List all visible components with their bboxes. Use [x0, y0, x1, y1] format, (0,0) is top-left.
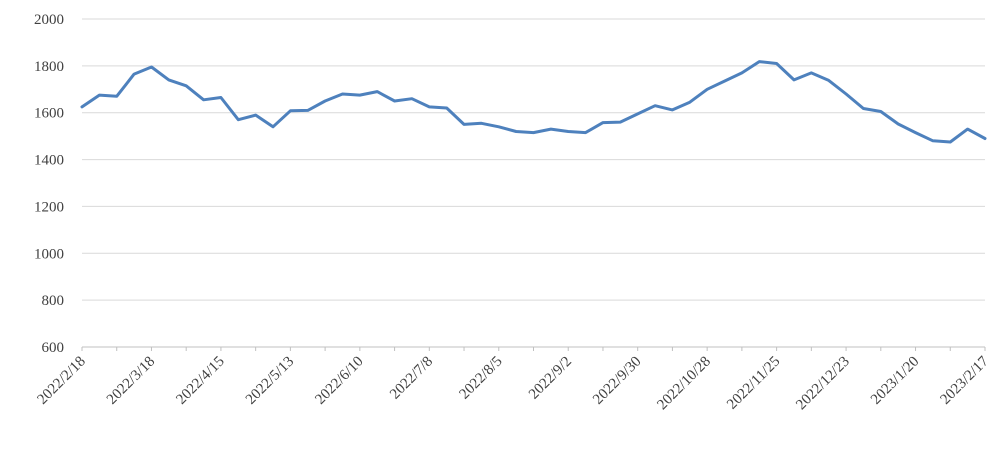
- x-axis-label: 2022/10/28: [654, 354, 714, 414]
- y-axis-label: 1200: [34, 199, 64, 215]
- x-axis-label: 2022/8/5: [457, 354, 506, 403]
- x-axis-label: 2023/1/20: [868, 354, 922, 408]
- y-axis-label: 600: [42, 340, 65, 356]
- x-axis-label: 2022/11/25: [724, 354, 783, 413]
- y-axis-label: 1000: [34, 246, 64, 262]
- y-axis-label: 800: [42, 293, 65, 309]
- x-axis-label: 2022/4/15: [173, 354, 227, 408]
- x-axis-label: 2022/7/8: [387, 354, 436, 403]
- x-axis-label: 2023/2/17: [937, 353, 992, 408]
- y-axis-label: 1800: [34, 59, 64, 75]
- y-axis-label: 1400: [34, 153, 64, 169]
- data-series-line: [80, 60, 987, 144]
- x-axis-label: 2022/6/10: [312, 354, 366, 408]
- x-axis-label: 2022/2/18: [34, 354, 88, 408]
- x-axis-label: 2022/9/2: [526, 354, 575, 403]
- y-axis-label: 2000: [34, 12, 64, 28]
- y-axis-label: 1600: [34, 106, 64, 122]
- x-axis-label: 2022/5/13: [243, 354, 297, 408]
- x-axis-label: 2022/3/18: [104, 354, 158, 408]
- x-axis-label: 2022/12/23: [793, 354, 853, 414]
- x-axis-label: 2022/9/30: [590, 354, 644, 408]
